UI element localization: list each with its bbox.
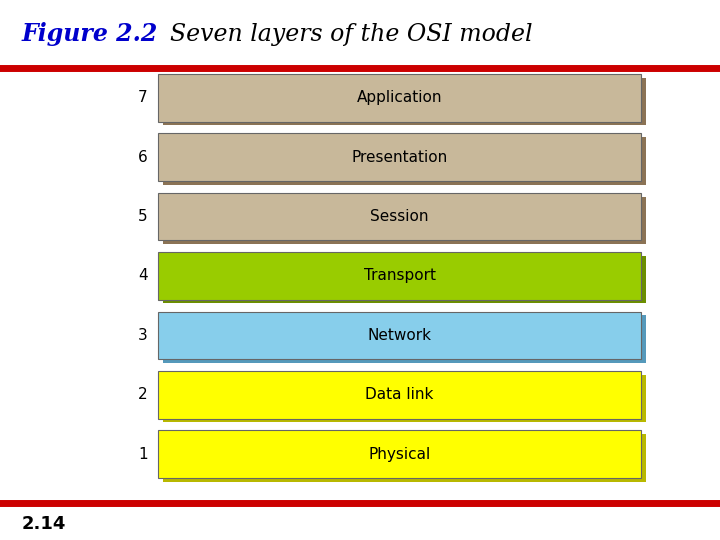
Text: 2: 2 [138, 387, 148, 402]
Text: Data link: Data link [366, 387, 433, 402]
Text: Physical: Physical [369, 447, 431, 462]
Bar [163, 78, 646, 125]
Bar [163, 256, 646, 303]
Text: 3: 3 [138, 328, 148, 343]
Bar [158, 371, 641, 418]
Bar [163, 137, 646, 185]
Bar [163, 434, 646, 482]
Text: 4: 4 [138, 268, 148, 284]
Text: Presentation: Presentation [351, 150, 448, 165]
Bar [163, 375, 646, 422]
Text: 7: 7 [138, 90, 148, 105]
Bar [158, 193, 641, 240]
Text: Session: Session [370, 209, 429, 224]
Bar [158, 133, 641, 181]
Text: Application: Application [357, 90, 442, 105]
Bar [158, 430, 641, 478]
Bar [163, 315, 646, 363]
Bar [158, 252, 641, 300]
Bar [163, 197, 646, 244]
Text: 6: 6 [138, 150, 148, 165]
Bar [158, 74, 641, 122]
Text: Seven layers of the OSI model: Seven layers of the OSI model [155, 23, 532, 45]
Text: Network: Network [368, 328, 431, 343]
Bar [158, 312, 641, 359]
Text: 2.14: 2.14 [22, 515, 66, 533]
Text: 1: 1 [138, 447, 148, 462]
Text: Transport: Transport [364, 268, 436, 284]
Text: 5: 5 [138, 209, 148, 224]
Text: Figure 2.2: Figure 2.2 [22, 22, 158, 46]
